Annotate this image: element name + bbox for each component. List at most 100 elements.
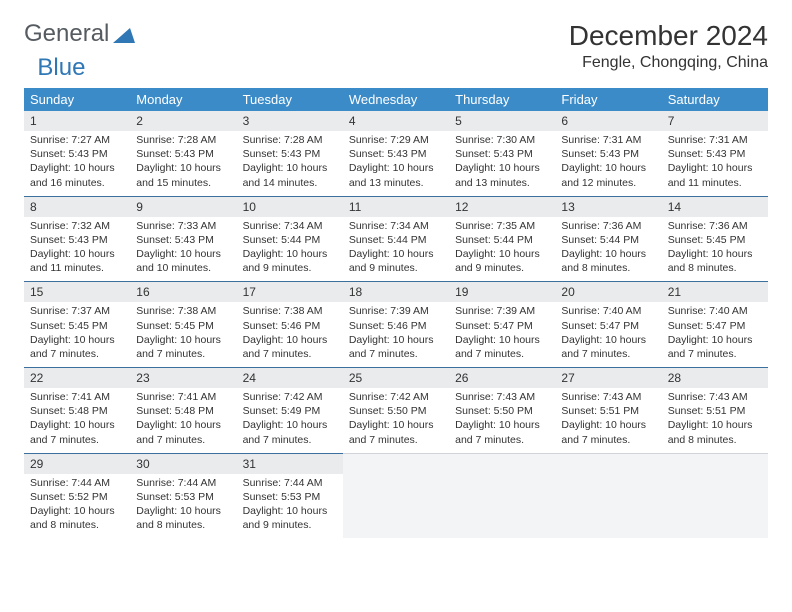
daylight-text: and 8 minutes. (136, 518, 230, 532)
daylight-text: and 7 minutes. (668, 347, 762, 361)
daylight-text: Daylight: 10 hours (561, 418, 655, 432)
day-body: Sunrise: 7:37 AMSunset: 5:45 PMDaylight:… (24, 302, 130, 367)
daylight-text: and 14 minutes. (243, 176, 337, 190)
calendar-cell: 8Sunrise: 7:32 AMSunset: 5:43 PMDaylight… (24, 196, 130, 282)
daylight-text: Daylight: 10 hours (561, 161, 655, 175)
sunset-text: Sunset: 5:43 PM (349, 147, 443, 161)
sunrise-text: Sunrise: 7:37 AM (30, 304, 124, 318)
sunrise-text: Sunrise: 7:42 AM (243, 390, 337, 404)
daylight-text: Daylight: 10 hours (30, 504, 124, 518)
sunrise-text: Sunrise: 7:40 AM (668, 304, 762, 318)
day-number: 19 (449, 282, 555, 302)
daylight-text: and 9 minutes. (243, 261, 337, 275)
day-number: 1 (24, 111, 130, 131)
day-body: Sunrise: 7:40 AMSunset: 5:47 PMDaylight:… (555, 302, 661, 367)
day-body: Sunrise: 7:38 AMSunset: 5:46 PMDaylight:… (237, 302, 343, 367)
daylight-text: and 8 minutes. (668, 261, 762, 275)
calendar-cell: 25Sunrise: 7:42 AMSunset: 5:50 PMDayligh… (343, 368, 449, 454)
day-body: Sunrise: 7:32 AMSunset: 5:43 PMDaylight:… (24, 217, 130, 282)
sunrise-text: Sunrise: 7:41 AM (30, 390, 124, 404)
day-body: Sunrise: 7:39 AMSunset: 5:47 PMDaylight:… (449, 302, 555, 367)
day-body: Sunrise: 7:34 AMSunset: 5:44 PMDaylight:… (343, 217, 449, 282)
daylight-text: Daylight: 10 hours (455, 333, 549, 347)
daylight-text: Daylight: 10 hours (136, 418, 230, 432)
day-body: Sunrise: 7:44 AMSunset: 5:53 PMDaylight:… (237, 474, 343, 539)
calendar-cell: 17Sunrise: 7:38 AMSunset: 5:46 PMDayligh… (237, 282, 343, 368)
sunset-text: Sunset: 5:44 PM (243, 233, 337, 247)
calendar-body: 1Sunrise: 7:27 AMSunset: 5:43 PMDaylight… (24, 111, 768, 538)
daylight-text: and 7 minutes. (349, 347, 443, 361)
daylight-text: Daylight: 10 hours (349, 247, 443, 261)
calendar-cell: 21Sunrise: 7:40 AMSunset: 5:47 PMDayligh… (662, 282, 768, 368)
sunrise-text: Sunrise: 7:43 AM (561, 390, 655, 404)
day-body: Sunrise: 7:41 AMSunset: 5:48 PMDaylight:… (24, 388, 130, 453)
daylight-text: and 10 minutes. (136, 261, 230, 275)
daylight-text: Daylight: 10 hours (136, 504, 230, 518)
calendar-cell: 10 Sunrise: 7:34 AMSunset: 5:44 PMDayligh… (237, 196, 343, 282)
daylight-text: and 7 minutes. (561, 347, 655, 361)
calendar-cell: 4Sunrise: 7:29 AMSunset: 5:43 PMDaylight… (343, 111, 449, 196)
sunset-text: Sunset: 5:43 PM (455, 147, 549, 161)
daylight-text: Daylight: 10 hours (561, 247, 655, 261)
daylight-text: and 11 minutes. (30, 261, 124, 275)
logo-blue: Blue (37, 54, 85, 82)
day-body: Sunrise: 7:43 AMSunset: 5:51 PMDaylight:… (662, 388, 768, 453)
day-number: 10 (237, 197, 343, 217)
daylight-text: Daylight: 10 hours (243, 418, 337, 432)
calendar-cell: 1Sunrise: 7:27 AMSunset: 5:43 PMDaylight… (24, 111, 130, 196)
daylight-text: Daylight: 10 hours (136, 333, 230, 347)
calendar-cell: 11Sunrise: 7:34 AMSunset: 5:44 PMDayligh… (343, 196, 449, 282)
daylight-text: and 9 minutes. (349, 261, 443, 275)
daylight-text: Daylight: 10 hours (136, 161, 230, 175)
sunset-text: Sunset: 5:53 PM (243, 490, 337, 504)
day-number: 24 (237, 368, 343, 388)
sunset-text: Sunset: 5:43 PM (136, 147, 230, 161)
sunrise-text: Sunrise: 7:32 AM (30, 219, 124, 233)
sunrise-text: Sunrise: 7:44 AM (30, 476, 124, 490)
day-number: 14 (662, 197, 768, 217)
sunset-text: Sunset: 5:51 PM (561, 404, 655, 418)
day-number: 27 (555, 368, 661, 388)
sunrise-text: Sunrise: 7:31 AM (561, 133, 655, 147)
sunset-text: Sunset: 5:44 PM (455, 233, 549, 247)
daylight-text: and 8 minutes. (561, 261, 655, 275)
sunset-text: Sunset: 5:47 PM (561, 319, 655, 333)
daylight-text: and 11 minutes. (668, 176, 762, 190)
day-number: 15 (24, 282, 130, 302)
title-block: December 2024 Fengle, Chongqing, China (569, 20, 768, 72)
weekday-header: Monday (130, 88, 236, 111)
sunset-text: Sunset: 5:43 PM (668, 147, 762, 161)
day-number: 30 (130, 454, 236, 474)
sunrise-text: Sunrise: 7:34 AM (243, 219, 337, 233)
logo: General (24, 20, 135, 48)
day-body: Sunrise: 7:28 AMSunset: 5:43 PMDaylight:… (130, 131, 236, 196)
sunrise-text: Sunrise: 7:43 AM (668, 390, 762, 404)
day-body: Sunrise: 7:44 AMSunset: 5:52 PMDaylight:… (24, 474, 130, 539)
daylight-text: Daylight: 10 hours (30, 161, 124, 175)
calendar-cell (449, 453, 555, 538)
calendar-row: 15Sunrise: 7:37 AMSunset: 5:45 PMDayligh… (24, 282, 768, 368)
day-number: 2 (130, 111, 236, 131)
daylight-text: and 12 minutes. (561, 176, 655, 190)
day-body: Sunrise: 7:36 AMSunset: 5:45 PMDaylight:… (662, 217, 768, 282)
daylight-text: and 13 minutes. (455, 176, 549, 190)
sunset-text: Sunset: 5:43 PM (243, 147, 337, 161)
sunset-text: Sunset: 5:46 PM (349, 319, 443, 333)
sunset-text: Sunset: 5:47 PM (668, 319, 762, 333)
sunset-text: Sunset: 5:44 PM (561, 233, 655, 247)
calendar-cell: 20Sunrise: 7:40 AMSunset: 5:47 PMDayligh… (555, 282, 661, 368)
sunrise-text: Sunrise: 7:42 AM (349, 390, 443, 404)
calendar-cell: 5Sunrise: 7:30 AMSunset: 5:43 PMDaylight… (449, 111, 555, 196)
daylight-text: Daylight: 10 hours (243, 247, 337, 261)
daylight-text: Daylight: 10 hours (668, 247, 762, 261)
daylight-text: and 7 minutes. (243, 347, 337, 361)
daylight-text: and 16 minutes. (30, 176, 124, 190)
day-body: Sunrise: 7:44 AMSunset: 5:53 PMDaylight:… (130, 474, 236, 539)
daylight-text: Daylight: 10 hours (668, 161, 762, 175)
sunrise-text: Sunrise: 7:33 AM (136, 219, 230, 233)
calendar-table: Sunday Monday Tuesday Wednesday Thursday… (24, 88, 768, 538)
sunset-text: Sunset: 5:44 PM (349, 233, 443, 247)
sunset-text: Sunset: 5:48 PM (136, 404, 230, 418)
day-number: 5 (449, 111, 555, 131)
calendar-cell (343, 453, 449, 538)
